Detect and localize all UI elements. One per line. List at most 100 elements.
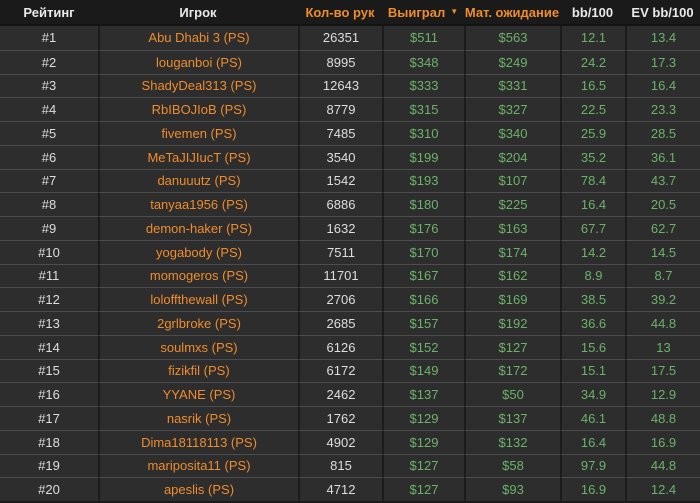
won-cell: $127 [382,453,464,478]
player-link[interactable]: loloffthewall (PS) [98,287,298,311]
expectation-cell: $563 [464,26,560,50]
table-row: #3 ShadyDeal313 (PS) 12643 $333 $331 16.… [0,73,700,98]
expectation-cell: $172 [464,358,560,383]
hands-cell: 1542 [298,168,382,193]
rank-cell: #2 [0,49,98,74]
player-link[interactable]: apeslis (PS) [98,477,298,501]
table-row: #8 tanyaa1956 (PS) 6886 $180 $225 16.4 2… [0,192,700,216]
rank-cell: #9 [0,216,98,240]
ev-bb100-cell: 16.9 [625,429,700,454]
expectation-cell: $137 [464,406,560,430]
ev-bb100-cell: 17.3 [625,49,700,74]
player-link[interactable]: yogabody (PS) [98,239,298,264]
bb100-cell: 16.5 [560,73,625,98]
sort-desc-icon: ▼ [450,7,459,16]
won-cell: $167 [382,263,464,288]
table-row: #7 danuuutz (PS) 1542 $193 $107 78.4 43.… [0,168,700,193]
rank-cell: #8 [0,192,98,216]
bb100-cell: 25.9 [560,121,625,145]
player-link[interactable]: fivemen (PS) [98,121,298,145]
player-link[interactable]: Abu Dhabi 3 (PS) [98,26,298,50]
column-header-expectation[interactable]: Мат. ожидание [464,4,560,20]
expectation-cell: $169 [464,287,560,311]
bb100-cell: 97.9 [560,453,625,478]
expectation-cell: $340 [464,121,560,145]
column-header-ev-bb100[interactable]: EV bb/100 [631,4,694,20]
bb100-cell: 14.2 [560,239,625,264]
column-header-player[interactable]: Игрок [179,4,217,20]
column-header-won[interactable]: Выиграл ▼ [382,0,464,24]
player-link[interactable]: louganboi (PS) [98,49,298,74]
player-link[interactable]: fizikfil (PS) [98,358,298,383]
player-link[interactable]: mariposita11 (PS) [98,453,298,478]
rank-cell: #19 [0,453,98,478]
expectation-cell: $107 [464,168,560,193]
column-header-hands[interactable]: Кол-во рук [305,4,375,20]
expectation-cell: $93 [464,477,560,501]
rank-cell: #4 [0,97,98,121]
table-row: #4 RbIBOJIoB (PS) 8779 $315 $327 22.5 23… [0,97,700,121]
rank-cell: #18 [0,429,98,454]
player-link[interactable]: nasrik (PS) [98,406,298,430]
player-link[interactable]: momogeros (PS) [98,263,298,288]
player-link[interactable]: 2grlbroke (PS) [98,311,298,335]
rank-cell: #6 [0,144,98,169]
ev-bb100-cell: 16.4 [625,73,700,98]
bb100-cell: 67.7 [560,216,625,240]
table-row: #1 Abu Dhabi 3 (PS) 26351 $511 $563 12.1… [0,26,700,50]
player-link[interactable]: tanyaa1956 (PS) [98,192,298,216]
player-link[interactable]: YYANE (PS) [98,382,298,406]
bb100-cell: 22.5 [560,97,625,121]
bb100-cell: 38.5 [560,287,625,311]
column-header-won-label: Выиграл [387,4,446,20]
expectation-cell: $204 [464,144,560,169]
column-header-rating[interactable]: Рейтинг [23,4,75,20]
won-cell: $152 [382,334,464,359]
rank-cell: #14 [0,334,98,359]
table-row: #19 mariposita11 (PS) 815 $127 $58 97.9 … [0,453,700,478]
hands-cell: 1632 [298,216,382,240]
expectation-cell: $163 [464,216,560,240]
bb100-cell: 46.1 [560,406,625,430]
rank-cell: #11 [0,263,98,288]
table-row: #15 fizikfil (PS) 6172 $149 $172 15.1 17… [0,358,700,383]
won-cell: $199 [382,144,464,169]
ev-bb100-cell: 62.7 [625,216,700,240]
player-link[interactable]: MeTaJIJIucT (PS) [98,144,298,169]
hands-cell: 26351 [298,26,382,50]
bb100-cell: 78.4 [560,168,625,193]
rank-cell: #16 [0,382,98,406]
table-row: #6 MeTaJIJIucT (PS) 3540 $199 $204 35.2 … [0,144,700,169]
ev-bb100-cell: 39.2 [625,287,700,311]
table-row: #5 fivemen (PS) 7485 $310 $340 25.9 28.5 [0,121,700,145]
hands-cell: 4902 [298,429,382,454]
expectation-cell: $162 [464,263,560,288]
table-row: #14 soulmxs (PS) 6126 $152 $127 15.6 13 [0,334,700,359]
won-cell: $170 [382,239,464,264]
player-link[interactable]: danuuutz (PS) [98,168,298,193]
ev-bb100-cell: 17.5 [625,358,700,383]
ev-bb100-cell: 44.8 [625,453,700,478]
rank-cell: #1 [41,30,57,46]
table-row: #16 YYANE (PS) 2462 $137 $50 34.9 12.9 [0,382,700,406]
player-link[interactable]: RbIBOJIoB (PS) [98,97,298,121]
player-link[interactable]: Dima18118113 (PS) [98,429,298,454]
expectation-cell: $58 [464,453,560,478]
rank-cell: #5 [0,121,98,145]
table-row: #9 demon-haker (PS) 1632 $176 $163 67.7 … [0,216,700,240]
hands-cell: 2462 [298,382,382,406]
ev-bb100-cell: 28.5 [625,121,700,145]
ev-bb100-cell: 14.5 [625,239,700,264]
ev-bb100-cell: 13 [625,334,700,359]
hands-cell: 2706 [298,287,382,311]
hands-cell: 11701 [298,263,382,288]
table-row: #18 Dima18118113 (PS) 4902 $129 $132 16.… [0,429,700,454]
bb100-cell: 24.2 [560,49,625,74]
player-link[interactable]: demon-haker (PS) [98,216,298,240]
ev-bb100-cell: 44.8 [625,311,700,335]
column-header-bb100[interactable]: bb/100 [571,4,614,20]
player-link[interactable]: ShadyDeal313 (PS) [98,73,298,98]
table-row: #11 momogeros (PS) 11701 $167 $162 8.9 8… [0,263,700,288]
player-link[interactable]: soulmxs (PS) [98,334,298,359]
